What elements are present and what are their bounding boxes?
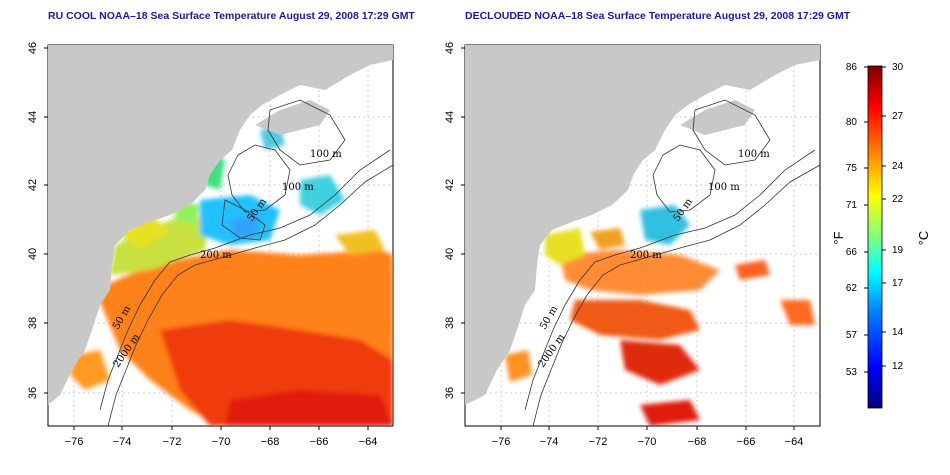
left-land [48,45,393,405]
fahrenheit-tick: 75 [846,163,858,174]
fahrenheit-tick: 62 [846,283,858,294]
right-sst-map: 100 m 100 m 50 m 200 m 50 m 2000 m −76 −… [444,42,821,448]
fahrenheit-tick: 53 [846,367,858,378]
colorbar-gradient [867,65,883,409]
celsius-tick: 19 [892,245,904,256]
lat-tick-label: 44 [27,111,39,123]
left-sst-map: 100 m 100 m 50 m 200 m 50 m 2000 m −76 −… [27,42,394,448]
right-lon-labels: −76 −74 −72 −70 −68 −66 −64 [492,436,804,448]
lon-tick-label: −66 [310,436,329,448]
colorbar-ticks [864,66,886,373]
celsius-tick: 14 [892,327,904,338]
contour-label: 100 m [708,182,740,193]
left-axis-ticks [44,47,369,430]
lon-tick-label: −72 [589,436,608,448]
celsius-tick: 30 [892,62,904,73]
lon-tick-label: −74 [540,436,559,448]
lat-tick-label: 40 [27,248,39,260]
contour-label: 100 m [282,182,314,193]
celsius-tick: 27 [892,111,904,122]
lon-tick-label: −72 [163,436,182,448]
fahrenheit-tick: 66 [846,247,858,258]
lon-tick-label: −68 [688,436,707,448]
lat-tick-label: 36 [27,387,39,399]
lon-tick-label: −70 [638,436,657,448]
lat-tick-label: 46 [444,42,456,54]
celsius-unit: °C [916,231,931,246]
left-lat-labels: 36 38 40 42 44 46 [27,42,39,399]
fahrenheit-unit: °F [831,231,846,244]
right-land [465,45,820,405]
lon-tick-label: −76 [492,436,511,448]
lat-tick-label: 38 [444,317,456,329]
right-lat-labels: 36 38 40 42 44 46 [444,42,456,399]
lon-tick-label: −64 [785,436,804,448]
lon-tick-label: −74 [113,436,132,448]
panel-title-left: RU COOL NOAA–18 Sea Surface Temperature … [48,10,415,22]
left-bathymetry-contours [99,99,393,426]
contour-label: 200 m [200,250,232,261]
celsius-tick: 24 [892,161,904,172]
lon-tick-label: −64 [359,436,378,448]
lat-tick-label: 36 [444,387,456,399]
fahrenheit-tick: 57 [846,330,858,341]
right-bathymetry-contours [524,99,820,426]
celsius-tick: 17 [892,278,904,289]
fahrenheit-tick: 71 [846,200,858,211]
lon-tick-label: −66 [737,436,756,448]
colorbar-f-labels: 86 80 75 71 66 62 57 53 [846,62,858,378]
lat-tick-label: 42 [444,179,456,191]
colorbar: 86 80 75 71 66 62 57 53 30 27 24 22 19 1… [831,62,931,409]
lon-tick-label: −76 [65,436,84,448]
fahrenheit-tick: 86 [846,62,858,73]
lat-tick-label: 38 [27,317,39,329]
right-nova-scotia [680,100,755,135]
lon-tick-label: −68 [261,436,280,448]
lon-tick-label: −70 [212,436,231,448]
fahrenheit-tick: 80 [846,117,858,128]
celsius-tick: 12 [892,361,904,372]
panel-title-right: DECLOUDED NOAA–18 Sea Surface Temperatur… [465,10,851,22]
left-sst-data [70,125,393,426]
lat-tick-label: 46 [27,42,39,54]
lat-tick-label: 42 [27,179,39,191]
right-axis-ticks [461,47,795,430]
contour-label: 100 m [310,149,342,160]
left-nova-scotia [255,100,330,135]
lat-tick-label: 40 [444,248,456,260]
lat-tick-label: 44 [444,111,456,123]
celsius-tick: 22 [892,194,904,205]
contour-label: 200 m [630,250,662,261]
contour-label: 100 m [738,149,770,160]
left-lon-labels: −76 −74 −72 −70 −68 −66 −64 [65,436,378,448]
colorbar-c-labels: 30 27 24 22 19 17 14 12 [892,62,904,372]
